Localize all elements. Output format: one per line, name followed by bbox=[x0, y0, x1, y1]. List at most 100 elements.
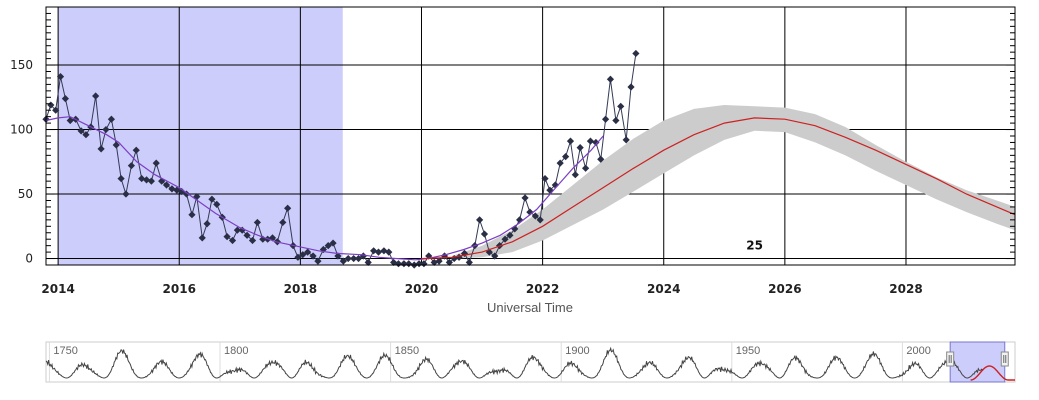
monthly-point bbox=[253, 218, 261, 227]
monthly-point bbox=[506, 231, 514, 239]
monthly-point bbox=[592, 138, 600, 147]
monthly-point bbox=[329, 239, 337, 247]
monthly-point bbox=[152, 159, 160, 167]
x-axis-label: Universal Time bbox=[487, 300, 573, 315]
monthly-point bbox=[97, 145, 105, 153]
monthly-point bbox=[521, 194, 529, 202]
monthly-point bbox=[314, 257, 322, 265]
monthly-point bbox=[531, 212, 539, 220]
monthly-point bbox=[501, 235, 509, 243]
monthly-point bbox=[268, 234, 277, 242]
x-tick-label: 2024 bbox=[647, 282, 680, 296]
x-tick-label: 2016 bbox=[163, 282, 196, 296]
monthly-point bbox=[102, 125, 110, 134]
navigator-tick-label: 1800 bbox=[224, 345, 248, 357]
monthly-point bbox=[415, 260, 423, 268]
monthly-point bbox=[400, 260, 408, 268]
x-tick-label: 2020 bbox=[405, 282, 438, 296]
monthly-point bbox=[127, 162, 135, 170]
navigator-handle-left[interactable] bbox=[946, 351, 955, 367]
monthly-point bbox=[380, 247, 388, 255]
y-tick-label: 0 bbox=[25, 252, 33, 266]
monthly-point bbox=[617, 102, 625, 110]
monthly-point bbox=[56, 73, 65, 81]
monthly-point bbox=[188, 211, 196, 219]
monthly-point bbox=[571, 171, 579, 179]
monthly-point bbox=[627, 83, 635, 91]
monthly-point bbox=[556, 159, 564, 167]
monthly-point bbox=[465, 258, 473, 267]
monthly-point bbox=[541, 174, 549, 183]
navigator-tick-label: 2000 bbox=[906, 345, 930, 357]
monthly-point bbox=[132, 146, 140, 154]
monthly-point bbox=[385, 248, 393, 256]
monthly-point bbox=[208, 195, 216, 203]
x-tick-label: 2018 bbox=[284, 282, 317, 296]
navigator-tick-label: 1850 bbox=[395, 345, 419, 357]
monthly-point bbox=[223, 233, 231, 241]
y-tick-label: 50 bbox=[18, 187, 33, 201]
monthly-point bbox=[334, 252, 342, 260]
monthly-point bbox=[122, 190, 130, 198]
monthly-point bbox=[92, 92, 100, 100]
navigator-frame bbox=[45, 341, 1016, 383]
monthly-point bbox=[491, 252, 499, 260]
monthly-point bbox=[601, 115, 610, 123]
monthly-point bbox=[66, 116, 74, 125]
monthly-point bbox=[319, 245, 327, 254]
monthly-point bbox=[562, 153, 570, 161]
navigator-strip[interactable]: 1750 1800 1850 1900 1950 2000 bbox=[45, 341, 1016, 383]
monthly-point bbox=[374, 248, 383, 256]
y-tick-label: 100 bbox=[10, 123, 33, 137]
navigator-predicted bbox=[970, 365, 1015, 381]
cycle-number-label: 25 bbox=[746, 239, 763, 253]
monthly-point bbox=[632, 49, 640, 58]
navigator-series bbox=[45, 346, 983, 379]
x-axis-ticks: 2014 2016 2018 2020 2022 2024 2026 2028 bbox=[41, 282, 922, 296]
handle-body[interactable] bbox=[1000, 351, 1009, 367]
monthly-point bbox=[182, 190, 191, 198]
handle-body[interactable] bbox=[946, 351, 955, 367]
monthly-point bbox=[405, 260, 413, 268]
monthly-point bbox=[198, 234, 206, 242]
monthly-point bbox=[248, 236, 257, 245]
navigator-tick-label: 1750 bbox=[53, 345, 77, 357]
monthly-point bbox=[586, 137, 595, 145]
monthly-point bbox=[394, 260, 403, 268]
navigator-tick-label: 1950 bbox=[736, 345, 760, 357]
monthly-point bbox=[309, 252, 317, 260]
monthly-point bbox=[476, 216, 484, 224]
monthly-point bbox=[576, 144, 584, 152]
monthly-point bbox=[612, 116, 620, 125]
monthly-point bbox=[480, 230, 489, 238]
x-tick-label: 2022 bbox=[526, 282, 559, 296]
monthly-point bbox=[299, 251, 307, 259]
monthly-point bbox=[597, 155, 605, 163]
navigator-handle-right[interactable] bbox=[1000, 351, 1009, 367]
monthly-point bbox=[259, 235, 267, 243]
monthly-point bbox=[284, 204, 292, 212]
monthly-point bbox=[364, 258, 372, 267]
monthly-point bbox=[606, 75, 615, 83]
monthly-point bbox=[61, 94, 69, 103]
monthly-point bbox=[339, 257, 347, 265]
monthly-point bbox=[420, 260, 428, 268]
monthly-point bbox=[440, 252, 449, 260]
monthly-point bbox=[324, 242, 332, 250]
y-tick-label: 150 bbox=[10, 58, 33, 72]
monthly-point bbox=[566, 137, 575, 145]
monthly-point bbox=[178, 187, 186, 196]
monthly-point bbox=[162, 181, 171, 189]
monthly-point bbox=[435, 257, 443, 265]
y-axis-ticks: 0 50 100 150 bbox=[10, 58, 33, 265]
monthly-point bbox=[203, 220, 211, 228]
monthly-point bbox=[77, 127, 85, 135]
monthly-point bbox=[294, 253, 302, 261]
monthly-point bbox=[450, 254, 458, 263]
monthly-point bbox=[445, 258, 453, 267]
monthly-point bbox=[622, 136, 630, 144]
monthly-point bbox=[350, 254, 358, 263]
monthly-point bbox=[47, 101, 55, 109]
monthly-point bbox=[243, 231, 251, 239]
